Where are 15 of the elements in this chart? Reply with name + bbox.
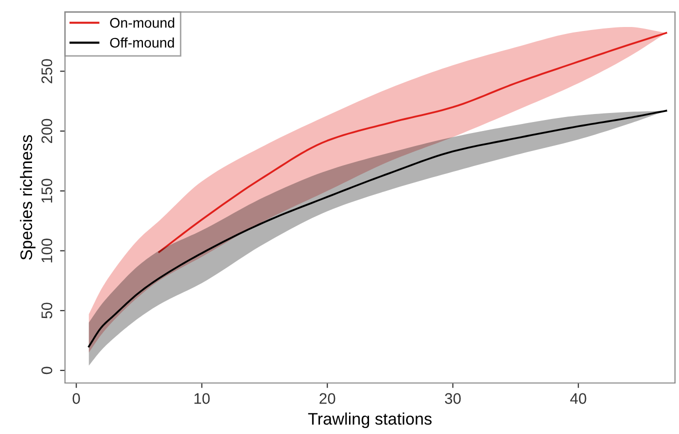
y-tick-label: 200 (41, 118, 52, 144)
x-tick-label: 30 (444, 393, 461, 404)
y-tick-label: 50 (41, 302, 52, 318)
y-tick-label: 100 (41, 238, 52, 262)
x-tick-label: 10 (194, 393, 210, 404)
y-axis-title: Species richness (20, 135, 36, 260)
y-tick-label: 150 (41, 178, 52, 202)
x-tick-label: 40 (570, 393, 586, 404)
y-tick-label: 0 (41, 366, 52, 374)
x-tick-label: 20 (320, 393, 336, 404)
legend-label: Off-mound (110, 37, 174, 48)
legend-label: On-mound (110, 18, 174, 28)
y-tick-label: 250 (41, 59, 52, 84)
x-axis-title: Trawling stations (308, 412, 432, 428)
x-tick-label: 0 (72, 393, 80, 404)
